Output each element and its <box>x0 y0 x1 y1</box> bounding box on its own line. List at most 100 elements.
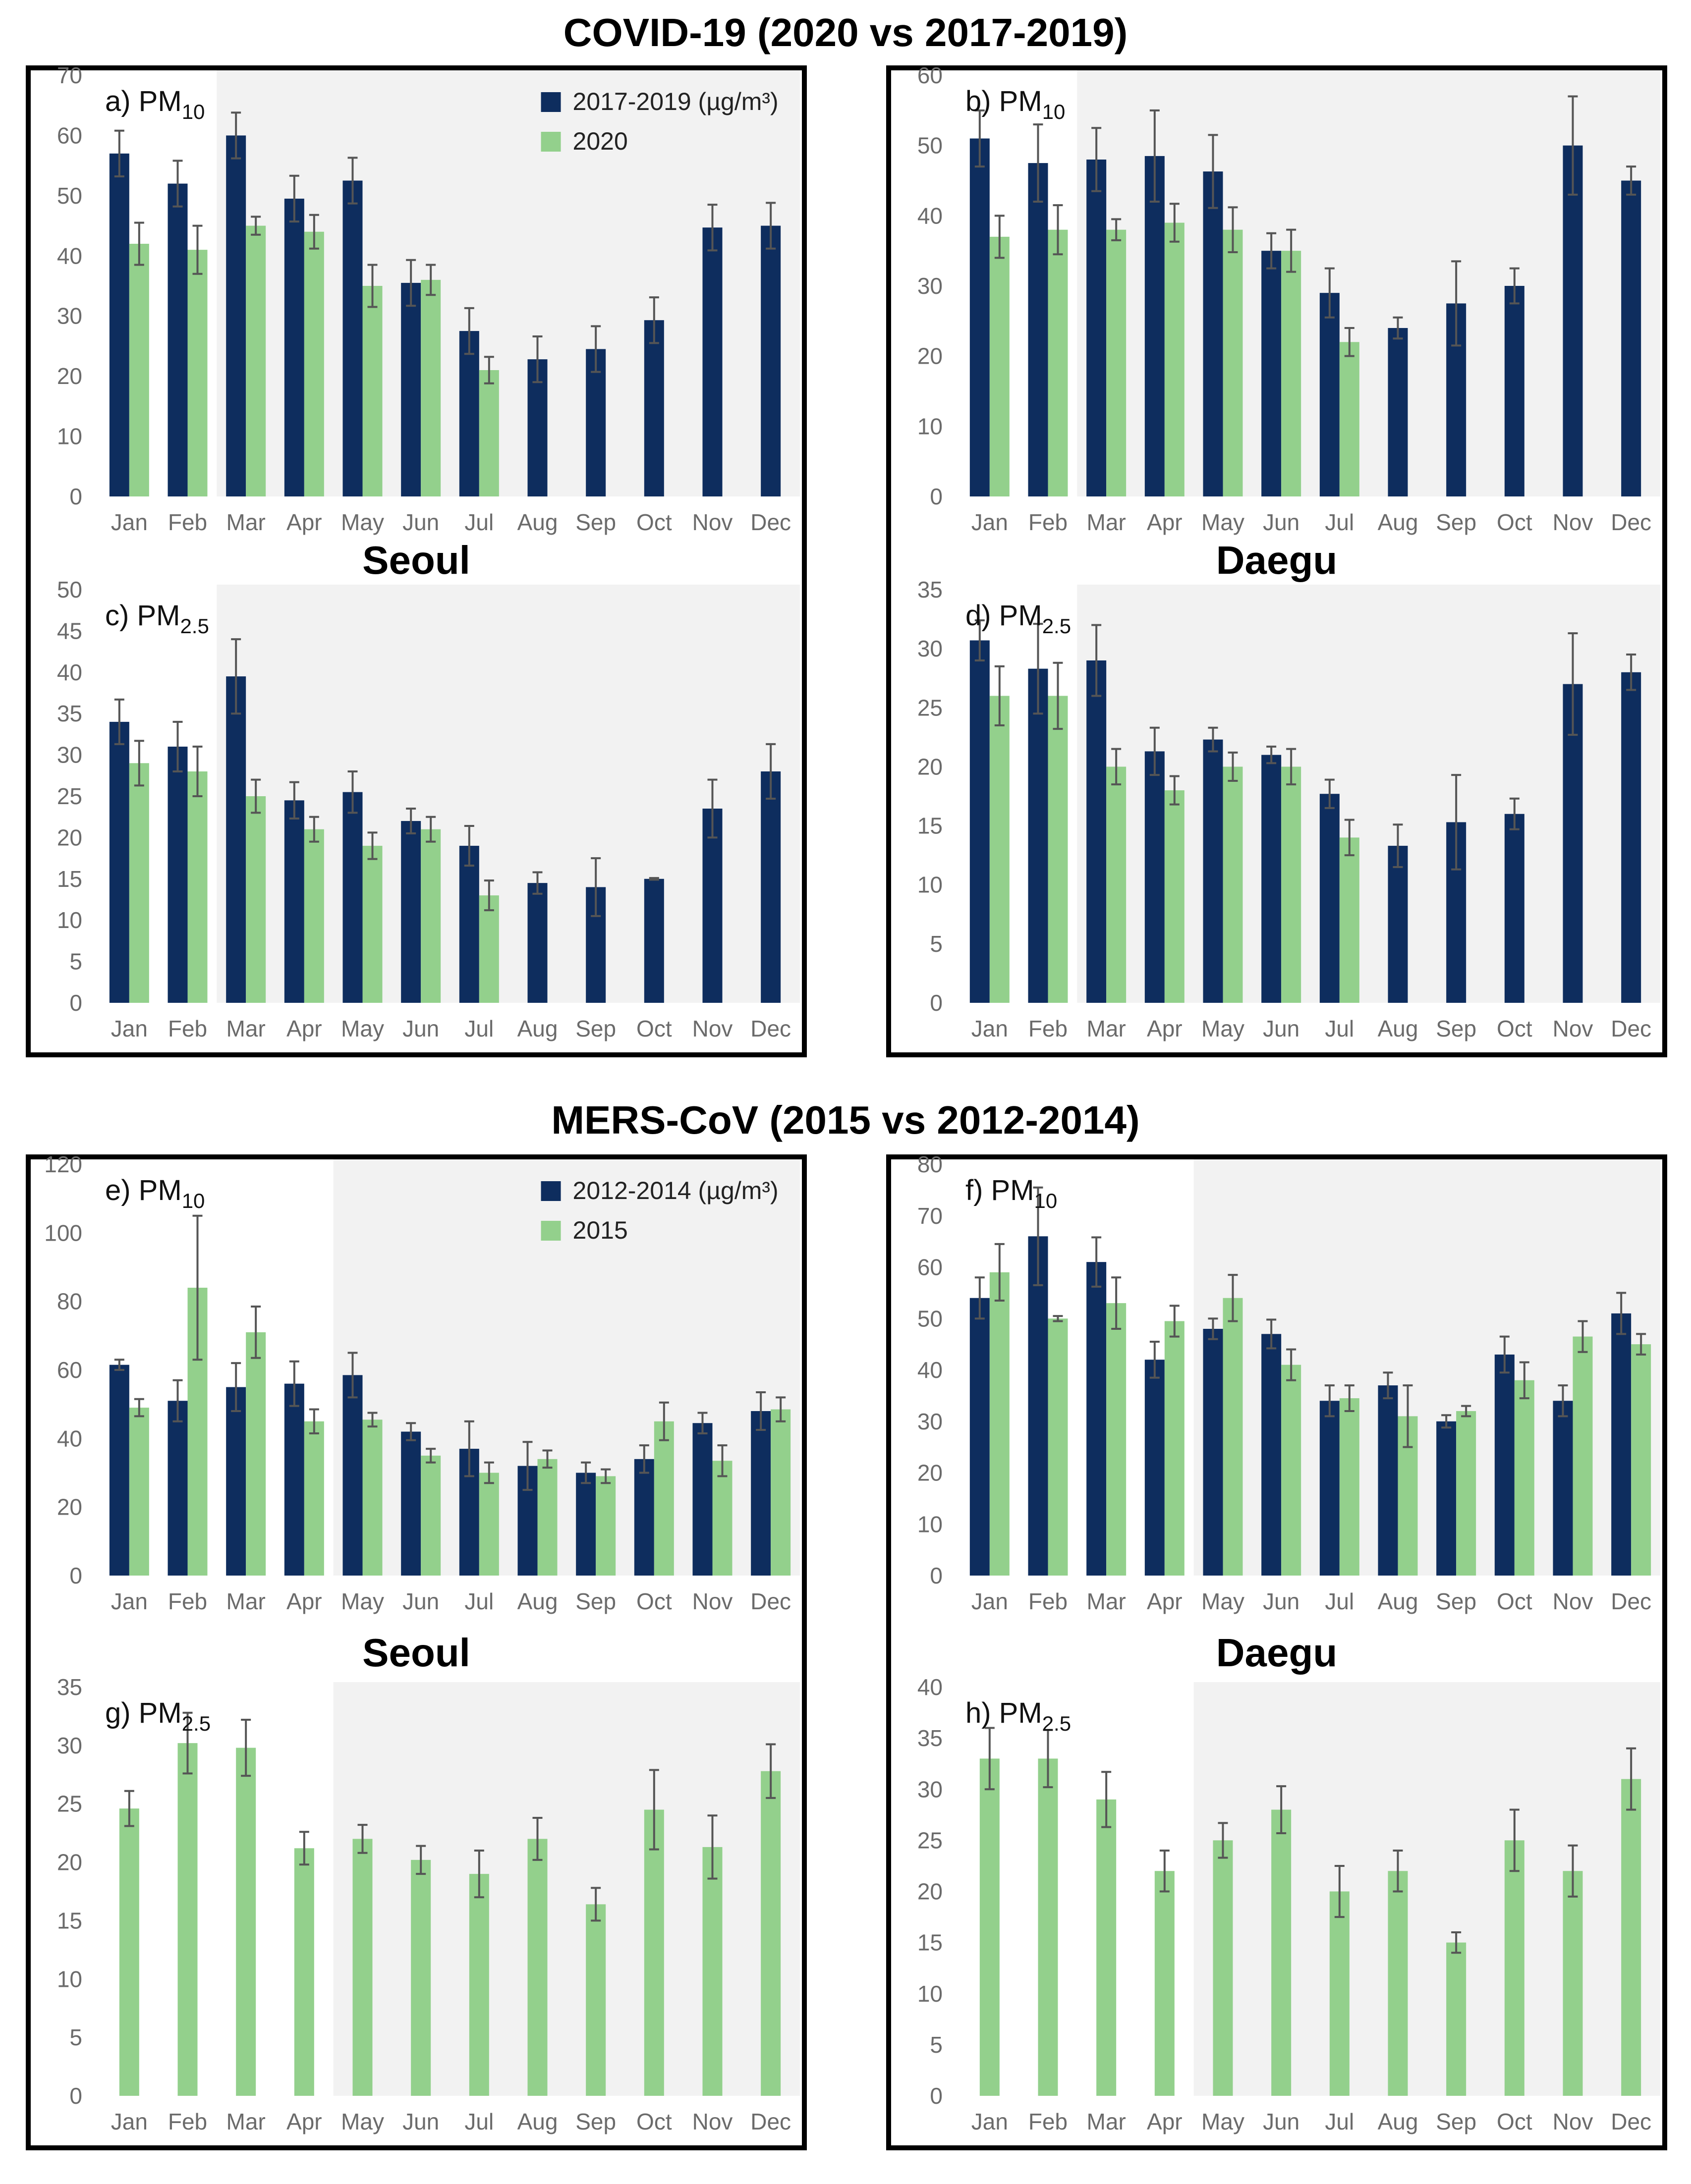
error-bar-baseline-mar <box>1091 624 1102 697</box>
error-bar-baseline-nov <box>1568 95 1578 196</box>
bar-event-feb <box>1038 1758 1058 2096</box>
error-bar-event-may <box>1218 1822 1228 1859</box>
y-tick-label: 30 <box>57 742 82 768</box>
bar-event-may <box>362 1420 383 1576</box>
bar-baseline-may <box>1203 1329 1223 1576</box>
error-bar-event-apr <box>1169 1305 1180 1338</box>
x-tick-label-mar: Mar <box>1087 2109 1126 2134</box>
error-bar-event-jan <box>994 665 1005 727</box>
error-bar-baseline-jun <box>406 259 416 307</box>
bar-event-may <box>362 846 383 1003</box>
x-tick-label-nov: Nov <box>1553 1588 1593 1614</box>
bar-baseline-nov <box>702 809 723 1003</box>
bar-baseline-oct <box>644 320 664 496</box>
error-bar-event-sep <box>601 1468 611 1484</box>
x-tick-label-mar: Mar <box>1087 1588 1126 1614</box>
error-bar-baseline-apr <box>1149 1340 1160 1379</box>
error-bar-baseline-apr <box>289 1360 299 1407</box>
error-bar-baseline-apr <box>289 781 299 820</box>
bar-event-may <box>1223 1298 1243 1576</box>
bar-baseline-may <box>342 792 363 1003</box>
error-bar-event-may <box>357 1824 368 1854</box>
bar-baseline-mar <box>226 1387 246 1576</box>
y-tick-label: 25 <box>917 695 943 720</box>
y-tick-label: 15 <box>57 1908 82 1933</box>
bar-baseline-feb <box>168 183 188 496</box>
bar-event-sep <box>1456 1411 1476 1576</box>
y-tick-label: 20 <box>917 343 943 369</box>
error-bar-event-apr <box>309 214 319 250</box>
x-tick-label-feb: Feb <box>168 1588 207 1614</box>
y-tick-label: 40 <box>917 1357 943 1383</box>
x-tick-label-jul: Jul <box>464 509 494 535</box>
x-tick-label-aug: Aug <box>1378 2109 1418 2134</box>
x-tick-label-may: May <box>341 2109 384 2134</box>
error-bar-event-mar <box>251 216 261 236</box>
bar-event-sep <box>596 1476 616 1576</box>
bar-baseline-apr <box>284 800 304 1003</box>
y-tick-label: 20 <box>57 1850 82 1875</box>
error-bar-baseline-oct <box>639 1444 649 1474</box>
x-tick-label-apr: Apr <box>286 2109 322 2134</box>
error-bar-baseline-oct <box>1509 797 1520 830</box>
bar-baseline-feb <box>168 746 188 1003</box>
y-tick-label: 30 <box>917 1409 943 1434</box>
bar-baseline-oct <box>1504 814 1524 1003</box>
error-bar-baseline-sep <box>1451 774 1462 871</box>
x-tick-label-apr: Apr <box>1147 509 1183 535</box>
bar-event-jan <box>129 1408 149 1576</box>
bar-baseline-jan <box>969 138 990 496</box>
x-tick-label-may: May <box>1201 1588 1244 1614</box>
error-bar-event-feb <box>1043 1729 1053 1789</box>
y-tick-label: 20 <box>57 1494 82 1520</box>
error-bar-event-may <box>367 831 378 860</box>
error-bar-baseline-sep <box>591 857 601 917</box>
bar-event-oct <box>654 1421 674 1576</box>
x-tick-label-sep: Sep <box>575 509 616 535</box>
bar-baseline-jul <box>459 846 479 1003</box>
bar-baseline-jun <box>401 821 421 1003</box>
bar-event-feb <box>187 771 208 1003</box>
y-tick-label: 60 <box>917 1255 943 1280</box>
x-tick-label-apr: Apr <box>1147 2109 1183 2134</box>
x-tick-label-jan: Jan <box>971 509 1008 535</box>
bar-event-mar <box>1106 766 1127 1003</box>
y-tick-label: 60 <box>917 62 943 88</box>
bar-baseline-jan <box>969 1298 990 1576</box>
error-bar-baseline-oct <box>649 296 659 344</box>
error-bar-baseline-feb <box>1033 123 1043 203</box>
bar-baseline-jun <box>401 1431 421 1576</box>
frame-mers-daegu <box>886 1154 1667 2150</box>
error-bar-event-dec <box>766 1743 776 1799</box>
y-tick-label: 80 <box>57 1289 82 1314</box>
x-tick-label-feb: Feb <box>168 509 207 535</box>
error-bar-baseline-jan <box>114 1359 124 1371</box>
x-tick-label-nov: Nov <box>692 2109 733 2134</box>
x-tick-label-aug: Aug <box>1378 1016 1418 1041</box>
bar-baseline-jun <box>401 282 421 496</box>
x-tick-label-jan: Jan <box>111 1016 148 1041</box>
x-tick-label-oct: Oct <box>636 2109 672 2134</box>
error-bar-baseline-jan <box>974 109 985 168</box>
bar-baseline-jun <box>1261 755 1282 1003</box>
error-bar-event-feb <box>182 1711 193 1775</box>
bar-event-jul <box>469 1874 489 2096</box>
y-tick-label: 0 <box>69 1563 82 1588</box>
bar-baseline-oct <box>634 1459 654 1576</box>
error-bar-event-may <box>367 1412 378 1428</box>
bar-event-nov <box>1563 1871 1583 2096</box>
bar-event-mar <box>1096 1799 1117 2096</box>
error-bar-event-may <box>367 264 378 308</box>
bar-event-mar <box>246 225 266 497</box>
error-bar-event-may <box>1228 206 1238 253</box>
bar-baseline-nov <box>1563 684 1583 1003</box>
error-bar-event-feb <box>192 745 203 797</box>
city-label-mers-daegu: Daegu <box>1216 1631 1338 1675</box>
y-tick-label: 35 <box>57 701 82 726</box>
error-bar-event-dec <box>1626 1747 1636 1811</box>
bar-baseline-apr <box>1144 156 1165 496</box>
error-bar-event-jul <box>474 1850 484 1899</box>
chart-h-daegu-pm25: 0 5 10 15 20 25 30 35 40 Jan Feb Mar Apr May Jun Jul Aug… <box>917 1674 1660 2134</box>
error-bar-event-apr <box>309 1408 319 1434</box>
error-bar-baseline-apr <box>289 174 299 223</box>
